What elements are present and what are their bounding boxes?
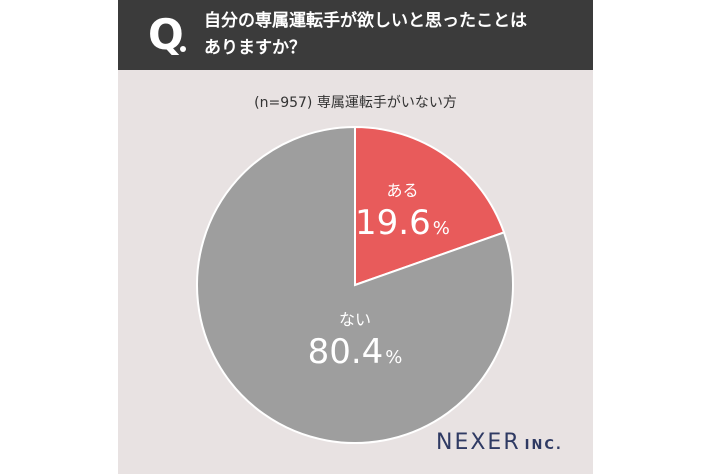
slice-label-yes: ある xyxy=(386,181,418,200)
brand-suffix: INC. xyxy=(524,438,563,453)
question-text-line2: ありますか？ xyxy=(204,38,306,58)
brand-name: NEXER xyxy=(436,430,521,455)
chart-card: Q 自分の専属運転手が欲しいと思ったことは ありますか？ (n=957) 専属運… xyxy=(118,0,593,474)
question-header: Q 自分の専属運転手が欲しいと思ったことは ありますか？ xyxy=(118,0,593,70)
brand-logo: NEXER INC. xyxy=(436,430,563,455)
pie-slice-no xyxy=(196,125,514,444)
slice-value-yes: 19.6% xyxy=(355,203,450,243)
pie-chart: ある 19.6 % ない 80.4% xyxy=(196,125,514,444)
question-dot xyxy=(180,46,186,52)
slice-value-no: 80.4% xyxy=(308,332,403,372)
sample-size-note: (n=957) 専属運転手がいない方 xyxy=(254,95,457,111)
question-mark: Q xyxy=(148,10,184,59)
slice-label-no: ない xyxy=(339,310,371,329)
question-text-line1: 自分の専属運転手が欲しいと思ったことは xyxy=(204,11,527,31)
